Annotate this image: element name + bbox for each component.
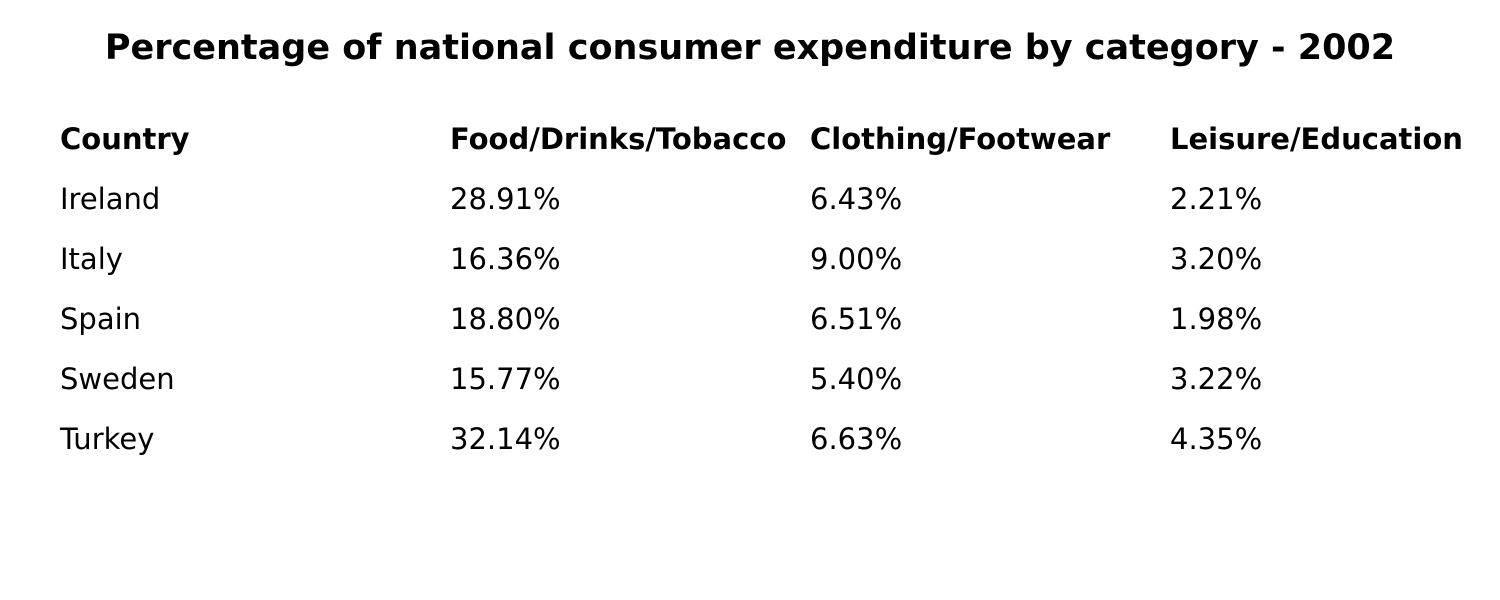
table-cell-food-drinks-tobacco: 15.77% <box>450 362 561 396</box>
table-cell-leisure-education: 3.22% <box>1170 362 1263 396</box>
table-cell-food-drinks-tobacco: 18.80% <box>450 302 561 336</box>
chart-title: Percentage of national consumer expendit… <box>104 28 1396 68</box>
table-cell-clothing-footwear: 6.51% <box>810 302 903 336</box>
table-cell-food-drinks-tobacco: 16.36% <box>450 242 561 276</box>
row-label-country: Spain <box>60 302 142 336</box>
row-label-country: Turkey <box>60 422 155 456</box>
column-header-food-drinks-tobacco: Food/Drinks/Tobacco <box>450 122 787 156</box>
table-cell-clothing-footwear: 9.00% <box>810 242 903 276</box>
table-cell-clothing-footwear: 6.63% <box>810 422 903 456</box>
table-cell-clothing-footwear: 5.40% <box>810 362 903 396</box>
row-label-country: Italy <box>60 242 123 276</box>
column-header-clothing-footwear: Clothing/Footwear <box>810 122 1111 156</box>
table-cell-clothing-footwear: 6.43% <box>810 182 903 216</box>
column-header-leisure-education: Leisure/Education <box>1170 122 1463 156</box>
table-cell-leisure-education: 3.20% <box>1170 242 1263 276</box>
table-cell-food-drinks-tobacco: 28.91% <box>450 182 561 216</box>
table-cell-leisure-education: 2.21% <box>1170 182 1263 216</box>
table-cell-leisure-education: 4.35% <box>1170 422 1263 456</box>
row-label-country: Sweden <box>60 362 175 396</box>
row-label-country: Ireland <box>60 182 161 216</box>
table-cell-leisure-education: 1.98% <box>1170 302 1263 336</box>
table-cell-food-drinks-tobacco: 32.14% <box>450 422 561 456</box>
column-header-country: Country <box>60 122 190 156</box>
